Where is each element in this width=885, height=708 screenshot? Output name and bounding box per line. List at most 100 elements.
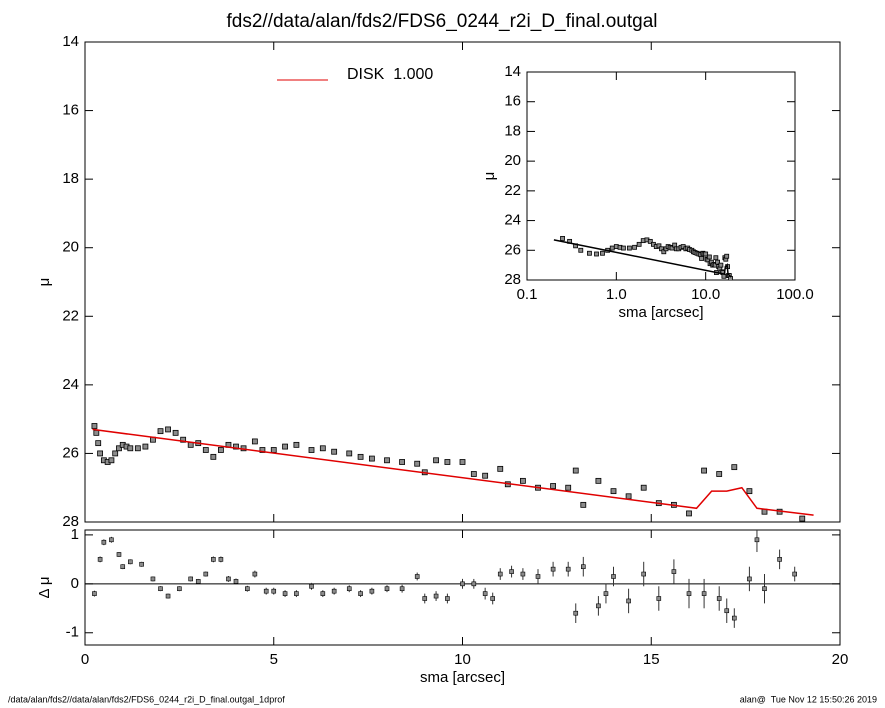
data-point: [202, 447, 209, 453]
plot-frame: [526, 71, 796, 281]
data-point: [626, 245, 632, 251]
y-tick-label: 14: [504, 63, 521, 80]
data-point: [560, 235, 565, 241]
data-point: [259, 447, 266, 453]
y-tick-label: 1: [71, 526, 79, 543]
data-point: [721, 273, 727, 279]
data-point: [699, 256, 704, 261]
x-tick-label: 15: [643, 651, 660, 668]
y-axis-label: μ: [36, 278, 53, 287]
y-tick-label: 28: [62, 513, 79, 530]
y-tick-label: 14: [62, 33, 79, 50]
data-point: [594, 251, 599, 257]
data-point: [565, 484, 572, 491]
data-point: [799, 515, 806, 522]
data-point: [636, 241, 642, 247]
residual-point: [671, 569, 677, 574]
data-point: [609, 245, 615, 251]
y-tick-label: 22: [62, 307, 79, 324]
residual-point: [92, 591, 97, 596]
residual-point: [497, 571, 503, 577]
data-point: [127, 445, 134, 452]
residual-point: [346, 586, 352, 592]
data-point: [399, 459, 406, 465]
residual-point: [731, 615, 737, 621]
data-point: [270, 447, 277, 453]
residual-point: [245, 586, 250, 592]
data-point: [108, 457, 115, 464]
y-tick-label: -1: [66, 624, 79, 641]
residual-point: [271, 588, 277, 594]
residual-point: [520, 571, 526, 577]
x-tick-label: 10: [454, 651, 471, 668]
data-point: [233, 443, 239, 450]
points: [91, 423, 806, 522]
data-point: [180, 436, 187, 443]
data-point: [640, 484, 647, 491]
data-point: [724, 253, 730, 259]
residual-point: [294, 591, 299, 596]
data-point: [368, 455, 375, 462]
residual-point: [233, 579, 239, 584]
residual-point: [211, 557, 216, 562]
data-point: [610, 488, 617, 495]
x-tick-label: 1.0: [606, 286, 627, 303]
data-point: [134, 445, 141, 452]
residual-point: [320, 591, 326, 596]
y-tick-label: 0: [71, 575, 79, 592]
residual-point: [754, 537, 760, 543]
data-point: [142, 443, 149, 450]
residual-point: [177, 586, 182, 592]
data-point: [414, 460, 421, 467]
data-point: [95, 440, 102, 447]
data-point: [91, 423, 98, 429]
data-point: [172, 429, 179, 436]
residual-point: [460, 581, 465, 587]
data-point: [701, 467, 707, 474]
y-tick-label: 26: [62, 444, 79, 461]
x-tick-label: 0.1: [517, 286, 538, 303]
y-tick-label: 20: [62, 239, 79, 256]
residual-point: [792, 571, 798, 577]
residual-point: [422, 596, 428, 601]
data-point: [331, 448, 338, 455]
data-point: [632, 244, 637, 250]
legend-label: DISK 1.000: [347, 66, 433, 83]
data-point: [715, 259, 720, 265]
residual-point: [482, 591, 488, 596]
plot-frame: [84, 41, 841, 523]
data-point: [718, 262, 724, 268]
data-point: [308, 447, 315, 453]
data-point: [595, 477, 602, 484]
y-tick-label: 26: [504, 241, 521, 258]
residual-point: [358, 591, 363, 596]
x-tick-label: 5: [270, 651, 278, 668]
residual-point: [565, 566, 571, 572]
residual-point: [101, 539, 107, 545]
residual-point: [490, 596, 496, 601]
residual-point: [165, 593, 171, 599]
residual-point: [626, 598, 631, 604]
residual-point: [509, 569, 514, 574]
data-point: [572, 467, 579, 474]
chart-title: fds2//data/alan/fds2/FDS6_0244_r2i_D_fin…: [227, 11, 658, 32]
residual-point: [116, 552, 122, 557]
residual-point: [195, 579, 201, 584]
points: [560, 235, 733, 280]
data-point: [656, 243, 662, 249]
residual-point: [218, 557, 224, 562]
residual-point: [724, 608, 730, 614]
residual-point: [686, 591, 692, 596]
data-point: [587, 250, 592, 256]
residual-point: [282, 591, 288, 596]
residuals: [92, 530, 798, 628]
x-tick-label: 20: [832, 651, 849, 668]
data-point: [706, 254, 712, 260]
data-point: [647, 238, 653, 244]
residual-point: [97, 557, 103, 562]
data-point: [112, 450, 119, 457]
y-tick-label: 28: [504, 271, 521, 288]
residual-point: [445, 596, 450, 601]
data-point: [116, 445, 122, 452]
